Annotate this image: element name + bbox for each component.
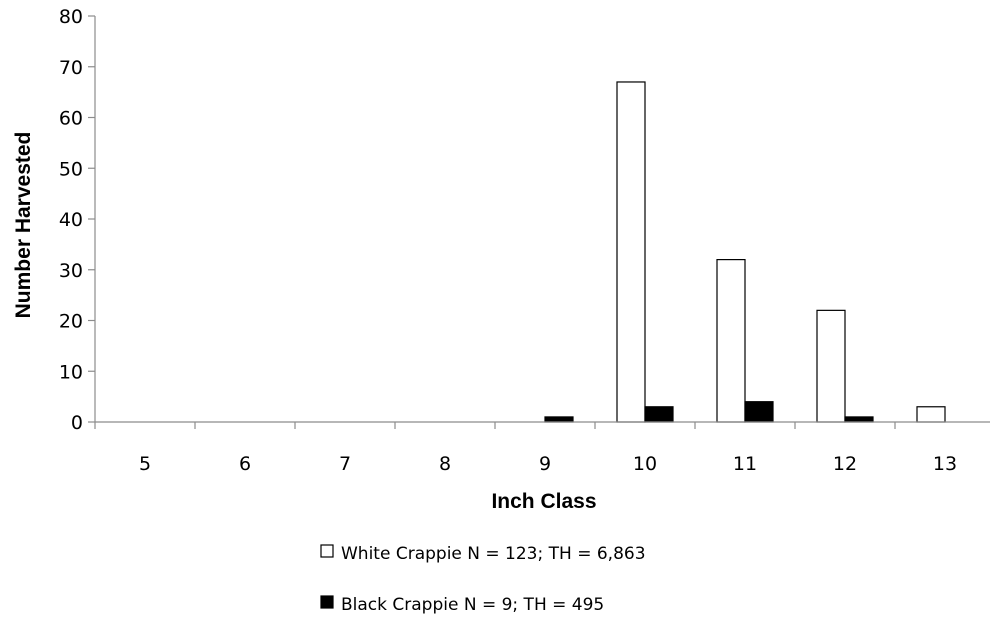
legend: White Crappie N = 123; TH = 6,863 Black C… — [320, 544, 646, 615]
y-axis-ticks: 0 10 20 30 40 50 60 70 80 — [59, 6, 95, 434]
y-tick-label: 10 — [59, 361, 83, 383]
x-tick-label: 6 — [239, 453, 251, 475]
y-tick-label: 0 — [71, 412, 83, 434]
y-tick-label: 30 — [59, 260, 83, 282]
white-crappie-bar — [916, 406, 946, 423]
x-axis-title: Inch Class — [491, 490, 596, 513]
x-tick-label: 10 — [633, 453, 657, 475]
y-tick-label: 60 — [59, 108, 83, 130]
x-tick-label: 13 — [933, 453, 957, 475]
y-tick-label: 40 — [59, 209, 83, 231]
x-tick-label: 5 — [139, 453, 151, 475]
x-axis-ticks: 5 6 7 8 9 10 11 12 13 — [94, 422, 957, 475]
y-tick-label: 50 — [59, 158, 83, 180]
y-tick-label: 20 — [59, 311, 83, 333]
y-tick-label: 80 — [59, 6, 83, 28]
legend-swatch — [320, 544, 334, 558]
x-tick-label: 11 — [733, 453, 757, 475]
white-crappie-bar — [716, 259, 746, 423]
x-tick-label: 8 — [439, 453, 451, 475]
legend-label: Black Crappie N = 9; TH = 495 — [341, 595, 604, 615]
white-crappie-bar — [816, 309, 846, 423]
white-crappie-bar — [616, 81, 646, 423]
black-crappie-bar — [844, 416, 874, 423]
x-tick-label: 12 — [833, 453, 857, 475]
legend-label: White Crappie N = 123; TH = 6,863 — [341, 544, 646, 564]
black-crappie-bar — [644, 406, 674, 423]
black-crappie-bar — [544, 416, 574, 423]
y-tick-label: 70 — [59, 57, 83, 79]
bar-series — [544, 81, 946, 423]
y-axis-title: Number Harvested — [12, 132, 35, 319]
black-crappie-bar — [744, 401, 774, 423]
x-tick-label: 7 — [339, 453, 351, 475]
x-tick-label: 9 — [539, 453, 551, 475]
legend-swatch — [320, 595, 334, 609]
